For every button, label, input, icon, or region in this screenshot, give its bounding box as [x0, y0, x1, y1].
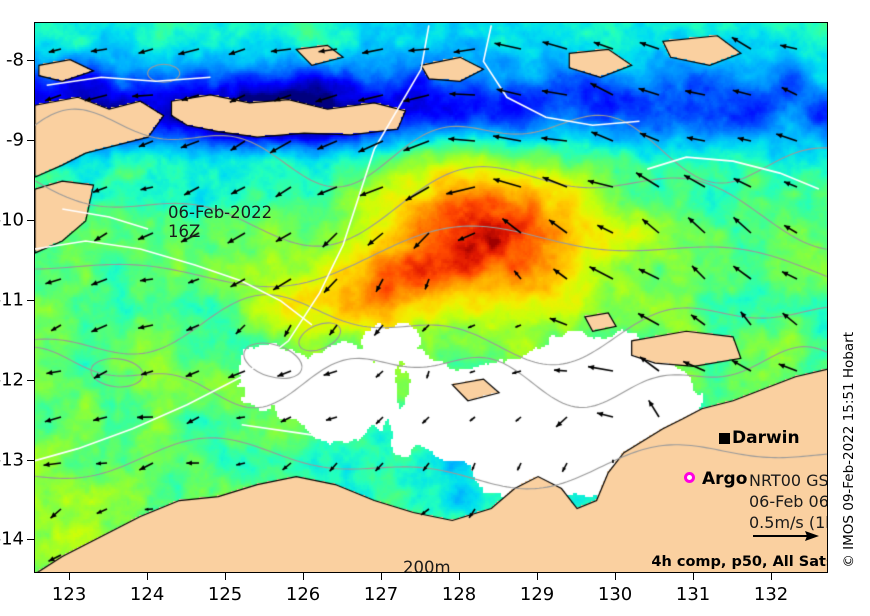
y-axis-tick-label: -11: [0, 289, 24, 311]
colorbar-title: 4h comp, p50, All Sats: [651, 554, 828, 570]
x-axis-tick: [225, 573, 227, 580]
sst-field-canvas: [35, 23, 827, 572]
x-axis-tick: [771, 573, 773, 580]
x-axis-tick: [693, 573, 695, 580]
x-axis-tick-label: 123: [51, 584, 87, 605]
x-axis-tick: [147, 573, 149, 580]
y-axis-tick: [27, 60, 34, 62]
date-stamp-label: 06-Feb-2022 16Z: [168, 203, 273, 242]
x-axis-tick: [69, 573, 71, 580]
x-axis-tick: [537, 573, 539, 580]
y-axis-tick-label: -8: [6, 49, 24, 71]
y-axis-tick: [27, 140, 34, 142]
y-axis-tick-label: -14: [0, 528, 24, 550]
x-axis-tick: [381, 573, 383, 580]
y-axis-tick: [27, 379, 34, 381]
colorbar-gradient: [635, 572, 828, 573]
y-axis-tick-label: -9: [6, 129, 24, 151]
x-axis-tick-label: 124: [129, 584, 165, 605]
y-axis-tick: [27, 299, 34, 301]
x-axis-tick-label: 128: [441, 584, 477, 605]
y-axis-tick: [27, 539, 34, 541]
darwin-city-marker: [719, 433, 730, 444]
map-plot-area[interactable]: 06-Feb-2022 16Z 200m 1000m NRT00 GSL 06-…: [34, 22, 828, 573]
x-axis-tick-label: 130: [597, 584, 633, 605]
argo-float-marker[interactable]: [684, 472, 695, 483]
y-axis-tick-label: -12: [0, 369, 24, 391]
y-axis-tick: [27, 220, 34, 222]
x-axis-tick-label: 132: [753, 584, 789, 605]
vector-scale-arrow: [753, 531, 819, 541]
x-axis-tick: [615, 573, 617, 580]
x-axis-tick: [459, 573, 461, 580]
y-axis-tick: [27, 459, 34, 461]
x-axis-tick-label: 125: [207, 584, 243, 605]
x-axis-tick-label: 126: [285, 584, 321, 605]
copyright-label: © IMOS 09-Feb-2022 15:51 Hobart: [841, 332, 857, 568]
current-source-block: NRT00 GSL 06-Feb 06:00Z 0.5m/s (1kt 24h): [749, 471, 828, 533]
argo-label: Argo: [702, 469, 748, 489]
x-axis-tick: [303, 573, 305, 580]
x-axis-tick-label: 129: [519, 584, 555, 605]
y-axis-tick-label: -10: [0, 209, 24, 231]
y-axis-tick-label: -13: [0, 449, 24, 471]
darwin-label: Darwin: [732, 428, 800, 448]
colorbar-legend: 4h comp, p50, All Sats 262728293031: [623, 553, 828, 573]
bathymetry-depth-labels: 200m 1000m: [403, 558, 451, 573]
x-axis-tick-label: 127: [363, 584, 399, 605]
x-axis-tick-label: 131: [675, 584, 711, 605]
